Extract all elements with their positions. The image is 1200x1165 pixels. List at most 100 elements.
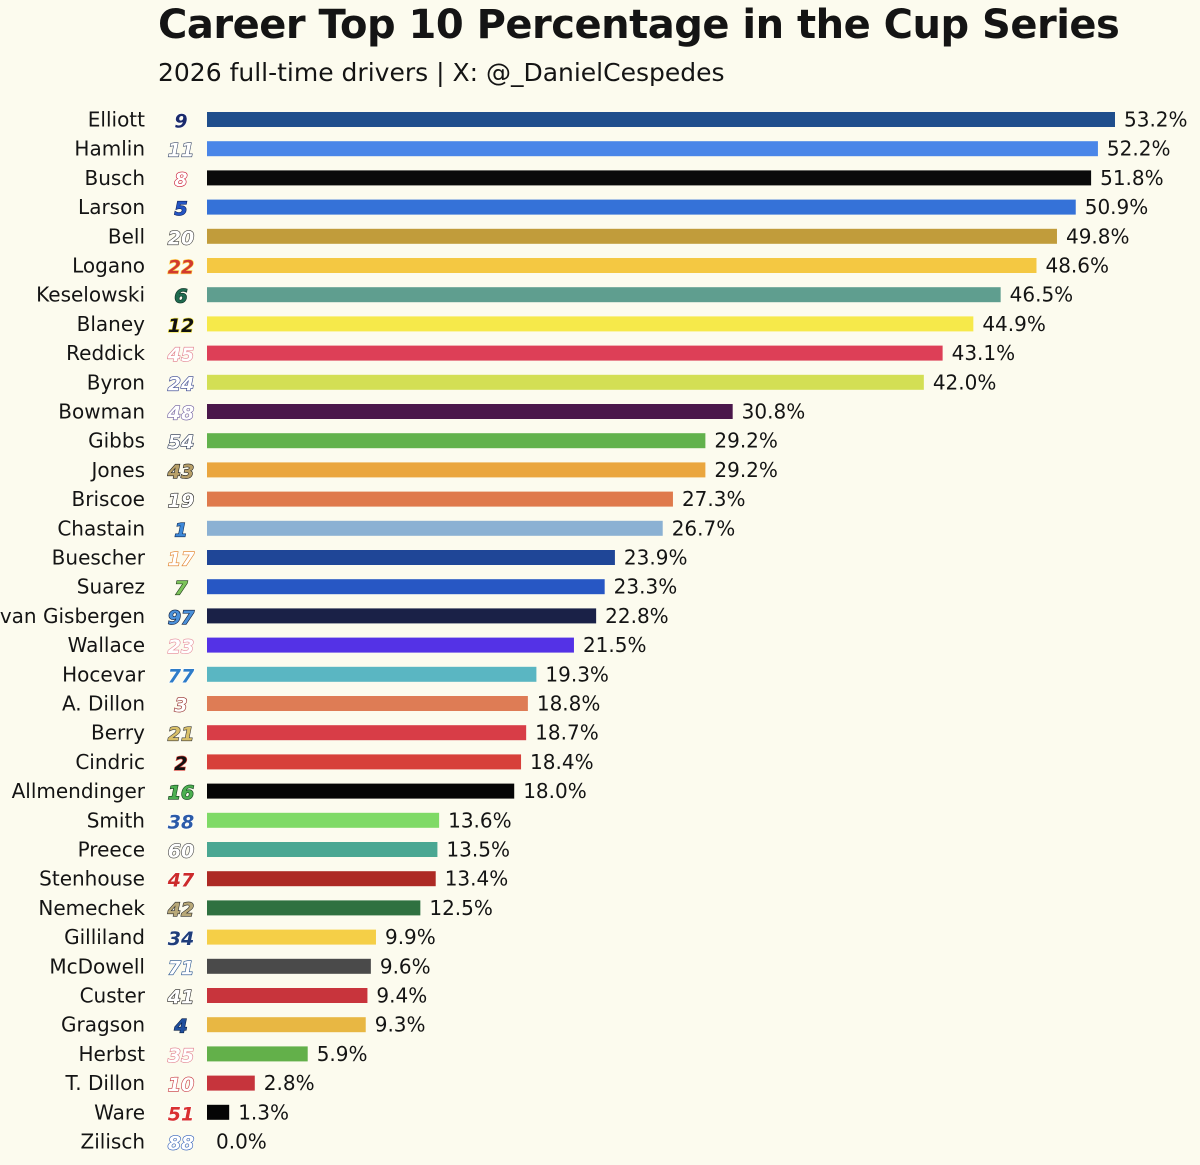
bar-row: McDowell 71 9.6%	[49, 954, 430, 980]
bar-row: Byron 24 42.0%	[87, 370, 997, 396]
bar	[207, 316, 974, 332]
value-label: 43.1%	[952, 341, 1016, 365]
car-number: 88	[168, 1133, 194, 1155]
bar-row: A. Dillon 3 18.8%	[62, 692, 600, 718]
bar	[207, 199, 1076, 215]
driver-label: Elliott	[88, 108, 145, 132]
value-label: 49.8%	[1066, 224, 1130, 248]
bar-row: Smith 38 13.6%	[87, 808, 512, 834]
value-label: 29.2%	[714, 458, 778, 482]
car-number: 17	[168, 549, 195, 571]
driver-label: Logano	[72, 254, 145, 278]
value-label: 23.9%	[624, 546, 688, 570]
driver-label: Gilliland	[64, 925, 145, 949]
bar-row: Busch 8 51.8%	[85, 166, 1164, 192]
bar	[207, 462, 706, 478]
driver-label: Allmendinger	[12, 779, 146, 803]
bar-row: Bell 20 49.8%	[108, 224, 1130, 250]
bar-row: Gibbs 54 29.2%	[88, 429, 778, 455]
bar-row: Gilliland 34 9.9%	[64, 925, 436, 951]
driver-label: Busch	[85, 166, 146, 190]
driver-label: Byron	[87, 370, 145, 394]
bar-row: Allmendinger 16 18.0%	[12, 779, 587, 805]
driver-label: Blaney	[77, 312, 146, 336]
value-label: 51.8%	[1100, 166, 1164, 190]
driver-label: Stenhouse	[39, 867, 145, 891]
bar-row: Wallace 23 21.5%	[68, 633, 647, 659]
value-label: 42.0%	[933, 370, 997, 394]
bar	[207, 696, 528, 711]
car-number: 19	[168, 490, 194, 512]
bar	[207, 520, 663, 536]
car-number: 60	[168, 841, 194, 863]
value-label: 19.3%	[545, 662, 609, 686]
bar-row: Hamlin 11 52.2%	[74, 137, 1170, 163]
value-label: 46.5%	[1010, 283, 1074, 307]
car-number: 16	[168, 782, 194, 804]
driver-label: A. Dillon	[62, 692, 145, 716]
driver-label: Bowman	[58, 400, 145, 424]
driver-label: McDowell	[49, 954, 145, 978]
car-number: 24	[168, 373, 194, 395]
driver-label: van Gisbergen	[0, 604, 145, 628]
value-label: 13.4%	[445, 867, 509, 891]
driver-label: Reddick	[66, 341, 145, 365]
bar	[207, 842, 438, 857]
bar	[207, 374, 924, 390]
car-number: 41	[167, 987, 194, 1009]
bar-row: Gragson 4 9.3%	[61, 1013, 426, 1039]
value-label: 53.2%	[1124, 108, 1188, 132]
value-label: 44.9%	[982, 312, 1046, 336]
driver-label: Keselowski	[36, 283, 145, 307]
driver-label: Berry	[91, 721, 145, 745]
bar-row: Buescher 17 23.9%	[52, 546, 688, 572]
bar	[207, 812, 440, 828]
bar	[207, 754, 522, 770]
car-number: 38	[168, 811, 194, 833]
car-number: 77	[168, 665, 195, 687]
driver-label: Briscoe	[72, 487, 145, 511]
car-number: 4	[173, 1016, 187, 1038]
value-label: 18.4%	[530, 750, 594, 774]
value-label: 0.0%	[216, 1130, 267, 1154]
bar	[207, 1046, 308, 1062]
bar-row: Suarez 7 23.3%	[77, 575, 678, 601]
value-label: 18.0%	[523, 779, 587, 803]
value-label: 22.8%	[605, 604, 669, 628]
bar-row: Keselowski 6 46.5%	[36, 283, 1074, 309]
value-label: 21.5%	[583, 633, 647, 657]
value-label: 30.8%	[742, 400, 806, 424]
car-number: 11	[168, 140, 194, 162]
bar	[207, 433, 706, 449]
bar-row: Briscoe 19 27.3%	[72, 487, 746, 513]
driver-label: Zilisch	[81, 1130, 145, 1154]
bar	[207, 579, 605, 595]
bar	[207, 929, 376, 945]
bar-row: van Gisbergen 97 22.8%	[0, 604, 669, 630]
value-label: 23.3%	[614, 575, 678, 599]
driver-label: Bell	[108, 224, 145, 248]
value-label: 9.3%	[375, 1013, 426, 1037]
car-number: 51	[168, 1103, 194, 1125]
bar	[207, 666, 537, 682]
bar	[207, 345, 943, 361]
car-number: 9	[174, 111, 187, 133]
driver-label: Suarez	[77, 575, 145, 599]
bar-row: Nemechek 42 12.5%	[38, 896, 493, 922]
driver-label: Gibbs	[88, 429, 145, 453]
car-number: 54	[168, 432, 194, 454]
bar-row: Bowman 48 30.8%	[58, 400, 806, 426]
bar-row: Berry 21 18.7%	[91, 721, 599, 747]
car-number: 34	[168, 928, 194, 950]
bar	[207, 228, 1057, 244]
value-label: 1.3%	[238, 1100, 289, 1124]
bar-row: Cindric 2 18.4%	[75, 750, 594, 776]
value-label: 12.5%	[429, 896, 493, 920]
car-number: 23	[168, 636, 194, 658]
bar	[207, 725, 527, 741]
car-number: 71	[168, 957, 194, 979]
car-number: 48	[167, 403, 194, 425]
bar	[207, 637, 574, 653]
car-number: 7	[174, 578, 188, 600]
